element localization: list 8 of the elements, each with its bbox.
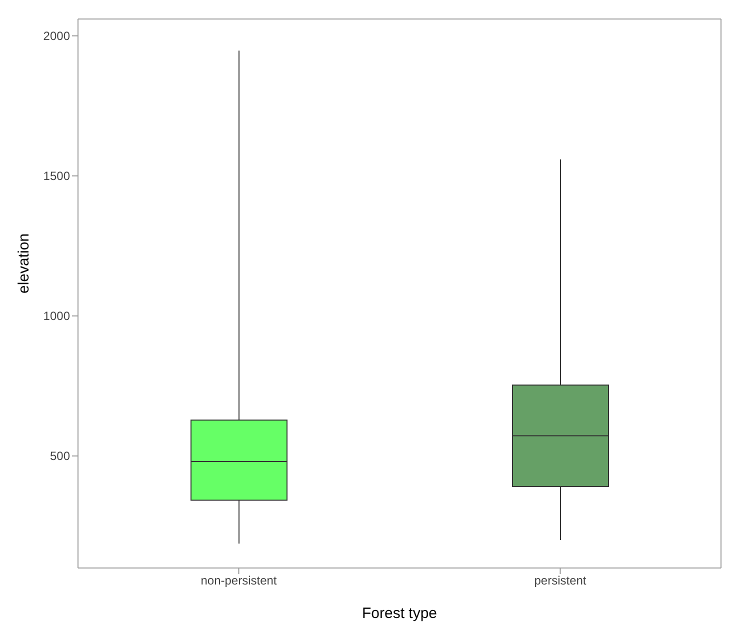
- x-axis-title: Forest type: [362, 605, 438, 622]
- y-axis-title: elevation: [15, 233, 32, 294]
- y-tick-label: 1500: [43, 169, 70, 184]
- x-tick-label: persistent: [534, 574, 587, 588]
- x-tick-label: non-persistent: [200, 574, 278, 588]
- y-tick-label: 2000: [43, 29, 70, 44]
- y-tick-label: 500: [50, 449, 70, 464]
- y-tick-label: 1000: [43, 309, 70, 324]
